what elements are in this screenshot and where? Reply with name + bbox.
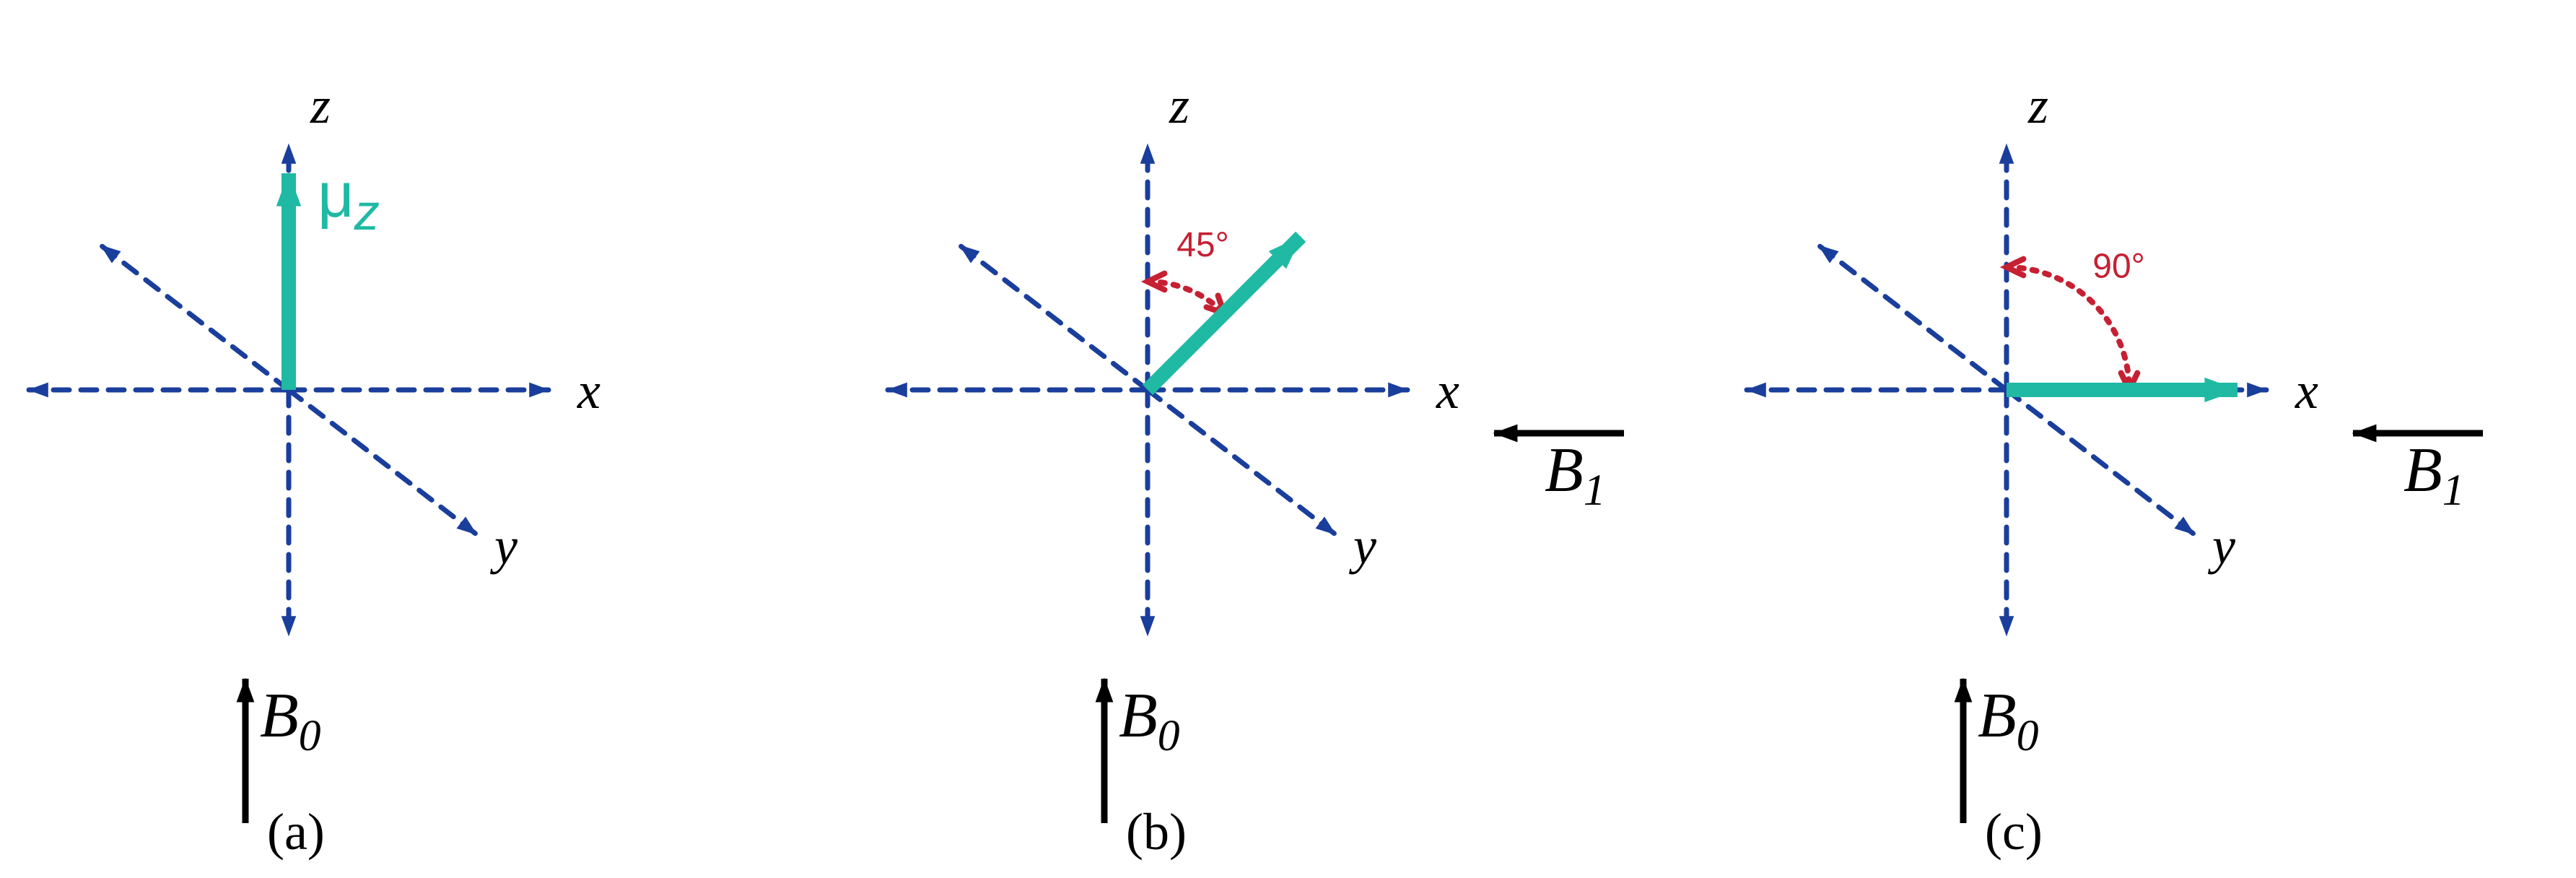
panel-caption: (c) xyxy=(1985,803,2043,861)
y-axis-label: y xyxy=(2207,517,2235,575)
b0-vector xyxy=(237,679,253,823)
panel-c: x z y 90° B0 B1 (c) xyxy=(1718,0,2576,878)
b0-label: B0 xyxy=(1978,681,2039,760)
b1-label: B1 xyxy=(1545,435,1606,515)
angle-label: 90° xyxy=(2092,247,2145,285)
y-axis-label: y xyxy=(1348,517,1376,575)
z-axis-label: z xyxy=(1169,77,1189,134)
x-axis-label: x xyxy=(577,362,601,420)
b0-vector xyxy=(1096,679,1112,823)
x-axis-label: x xyxy=(1436,362,1459,420)
angle-arc: 90° xyxy=(2007,247,2145,390)
b1-label: B1 xyxy=(2403,435,2465,515)
panel-a: x z y μz B0 (a) xyxy=(0,0,858,878)
panel-caption: (a) xyxy=(267,803,325,861)
panel-b: x z y 45° B0 B1 (b) xyxy=(859,0,1717,878)
panel-caption: (b) xyxy=(1126,803,1187,861)
mu-vector xyxy=(277,173,301,390)
figure: x z y μz B0 (a) x z y 45° B0 B1 (b) x z y 90° B0 B1 (c) xyxy=(0,0,2576,878)
b0-label: B0 xyxy=(260,681,321,760)
angle-arc: 45° xyxy=(1148,226,1229,313)
mu-label: μz xyxy=(318,159,380,240)
z-axis-label: z xyxy=(2027,77,2048,134)
x-axis-label: x xyxy=(2295,362,2318,420)
panel-b-svg: x z y 45° B0 B1 (b) xyxy=(859,0,1717,878)
b0-label: B0 xyxy=(1119,681,1180,760)
angle-label: 45° xyxy=(1176,226,1229,264)
panel-a-svg: x z y μz B0 (a) xyxy=(0,0,858,878)
y-axis-label: y xyxy=(489,517,518,575)
z-axis-label: z xyxy=(310,77,331,134)
b0-vector xyxy=(1955,679,1971,823)
panel-c-svg: x z y 90° B0 B1 (c) xyxy=(1718,0,2576,878)
